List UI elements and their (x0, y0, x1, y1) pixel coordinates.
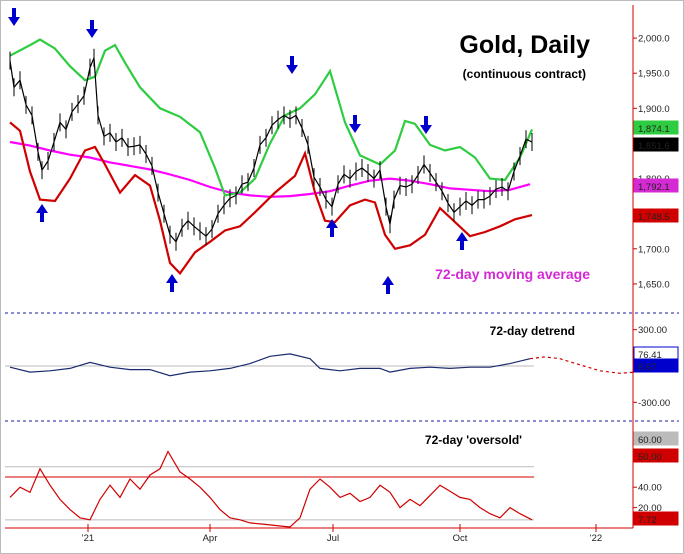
detrend-series-1 (529, 356, 636, 374)
reference-value-label: 50.00 (638, 452, 662, 463)
detrend-series-0 (9, 353, 531, 377)
last-value-label: 1,874.1 (638, 124, 670, 135)
reference-value-box (633, 431, 679, 446)
x-tick-label: Jul (327, 533, 339, 544)
y-tick-label: 2,000.0 (638, 34, 670, 45)
detrend-title: 72-day detrend (490, 324, 575, 338)
y-tick-label: 1,950.0 (638, 69, 670, 80)
last-value-label: 1,792.1 (638, 182, 670, 193)
down-arrow-marker (86, 20, 98, 38)
reference-value-box (633, 448, 679, 463)
up-arrow-marker (326, 219, 338, 237)
last-value-label: 1,748.5 (638, 212, 670, 223)
price-series-1 (9, 38, 534, 197)
up-arrow-marker (382, 276, 394, 294)
y-tick-label: 1,700.0 (638, 244, 670, 255)
y-tick-label: 20.00 (638, 503, 662, 514)
down-arrow-marker (286, 56, 298, 74)
down-arrow-marker (8, 8, 20, 26)
price-series-3 (9, 57, 533, 243)
last-value-box (633, 208, 679, 223)
y-tick-label: 1,900.0 (638, 104, 670, 115)
moving-average-annotation: 72-day moving average (435, 266, 590, 282)
last-value-box (633, 137, 679, 152)
last-value-box (633, 178, 679, 193)
price-series-2 (9, 121, 533, 276)
last-value-box (633, 358, 679, 373)
up-arrow-marker (166, 274, 178, 292)
x-tick-label: Apr (203, 533, 218, 544)
x-tick-label: '21 (82, 533, 94, 544)
y-tick-label: 1,650.0 (638, 279, 670, 290)
down-arrow-marker (349, 115, 361, 133)
down-arrow-marker (420, 116, 432, 134)
up-arrow-marker (456, 232, 468, 250)
chart-title: Gold, Daily (459, 31, 590, 59)
last-value-box (633, 120, 679, 135)
y-tick-label: 40.00 (638, 483, 662, 494)
up-arrow-marker (36, 204, 48, 222)
x-tick-label: '22 (590, 533, 602, 544)
oversold-title: 72-day 'oversold' (425, 433, 522, 447)
x-tick-label: Oct (453, 533, 468, 544)
last-value-label: 76.41 (638, 350, 662, 361)
chart-subtitle: (continuous contract) (463, 67, 586, 81)
last-value-label: 1,851.6 (638, 141, 670, 152)
y-tick-label: 300.00 (638, 325, 667, 336)
last-value-box (633, 511, 679, 526)
oversold-series-0 (9, 450, 533, 528)
last-value-label: 8.67 (638, 362, 657, 373)
reference-value-label: 60.00 (638, 435, 662, 446)
last-value-label: 7.72 (638, 515, 657, 526)
y-tick-label: -300.00 (638, 398, 670, 409)
